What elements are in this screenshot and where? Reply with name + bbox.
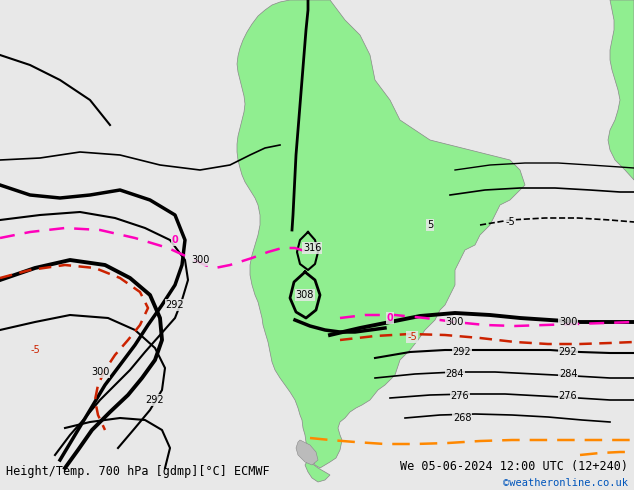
Polygon shape: [237, 0, 525, 468]
Text: 300: 300: [191, 255, 209, 265]
Text: 300: 300: [559, 317, 577, 327]
Text: -5: -5: [407, 332, 417, 342]
Text: 292: 292: [165, 300, 184, 310]
Text: 292: 292: [559, 347, 578, 357]
Text: 0: 0: [387, 313, 393, 323]
Polygon shape: [296, 440, 318, 465]
Text: 268: 268: [453, 413, 471, 423]
Text: 300: 300: [446, 317, 464, 327]
Text: Height/Temp. 700 hPa [gdmp][°C] ECMWF: Height/Temp. 700 hPa [gdmp][°C] ECMWF: [6, 465, 270, 478]
Text: 308: 308: [296, 290, 314, 300]
Text: 284: 284: [446, 369, 464, 379]
Text: 0: 0: [172, 235, 178, 245]
Text: 292: 292: [146, 395, 164, 405]
Text: -5: -5: [30, 345, 40, 355]
Text: ©weatheronline.co.uk: ©weatheronline.co.uk: [503, 478, 628, 488]
Polygon shape: [608, 0, 634, 180]
Text: We 05-06-2024 12:00 UTC (12+240): We 05-06-2024 12:00 UTC (12+240): [399, 460, 628, 473]
Polygon shape: [305, 460, 330, 482]
Text: 276: 276: [451, 391, 469, 401]
Text: 276: 276: [559, 391, 578, 401]
Text: 316: 316: [303, 243, 321, 253]
Text: 5: 5: [427, 220, 433, 230]
Text: 300: 300: [91, 367, 109, 377]
Text: 292: 292: [453, 347, 471, 357]
Text: -5: -5: [505, 217, 515, 227]
Text: 284: 284: [559, 369, 577, 379]
